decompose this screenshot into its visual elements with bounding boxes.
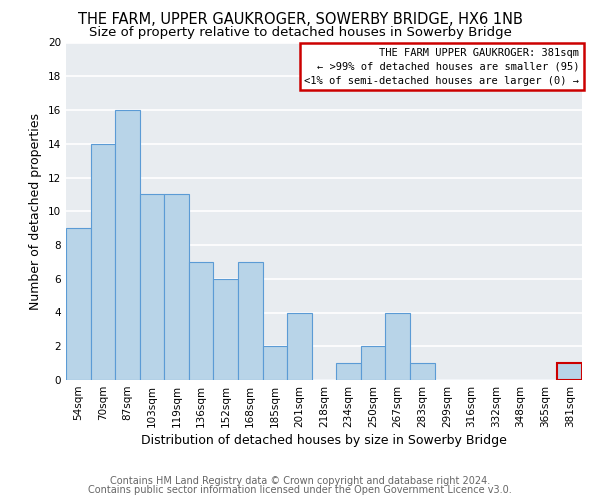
Bar [164,194,189,380]
Bar [115,110,140,380]
Bar [287,312,312,380]
Bar [410,363,434,380]
Y-axis label: Number of detached properties: Number of detached properties [29,113,43,310]
Bar [385,312,410,380]
Bar [140,194,164,380]
X-axis label: Distribution of detached houses by size in Sowerby Bridge: Distribution of detached houses by size … [141,434,507,447]
Bar [214,279,238,380]
Text: Contains public sector information licensed under the Open Government Licence v3: Contains public sector information licen… [88,485,512,495]
Text: THE FARM UPPER GAUKROGER: 381sqm
← >99% of detached houses are smaller (95)
<1% : THE FARM UPPER GAUKROGER: 381sqm ← >99% … [304,48,580,86]
Bar [361,346,385,380]
Bar [91,144,115,380]
Bar [238,262,263,380]
Bar [263,346,287,380]
Bar [336,363,361,380]
Text: Contains HM Land Registry data © Crown copyright and database right 2024.: Contains HM Land Registry data © Crown c… [110,476,490,486]
Text: Size of property relative to detached houses in Sowerby Bridge: Size of property relative to detached ho… [89,26,511,39]
Bar [189,262,214,380]
Bar [66,228,91,380]
Text: THE FARM, UPPER GAUKROGER, SOWERBY BRIDGE, HX6 1NB: THE FARM, UPPER GAUKROGER, SOWERBY BRIDG… [77,12,523,28]
Bar [557,363,582,380]
